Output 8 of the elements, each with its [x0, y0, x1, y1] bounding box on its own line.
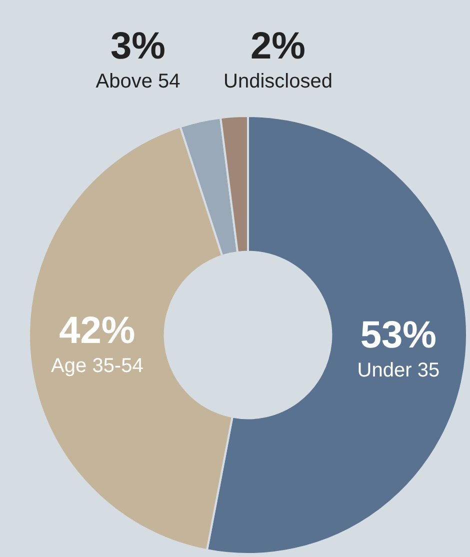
data-label: 3%	[110, 25, 166, 68]
data-label: 2%	[250, 25, 306, 68]
slice-label: Above 54	[96, 70, 180, 93]
data-label: 53%	[360, 314, 436, 357]
slice-label: Undisclosed	[224, 70, 332, 93]
data-label: 42%	[59, 310, 136, 352]
slice-label: Age 35-54	[51, 355, 144, 378]
slice-label: Under 35	[357, 360, 440, 382]
